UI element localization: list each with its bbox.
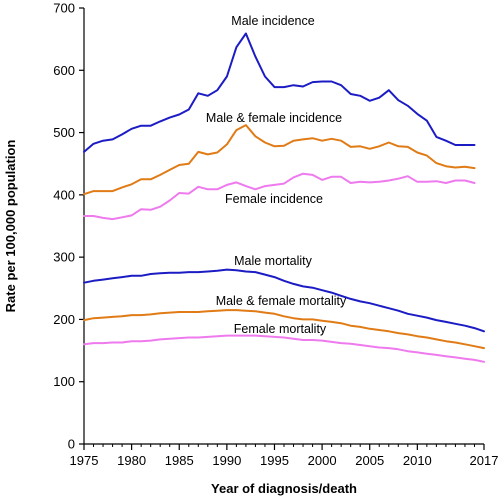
series-labels: Male incidence Male & female incidence Fem…: [206, 14, 347, 336]
x-tick-label: 1990: [212, 453, 241, 468]
x-tick-label: 1980: [117, 453, 146, 468]
series-line-male-and-female-incidence: [83, 124, 476, 196]
series-lines: [83, 32, 485, 363]
series-label-male-mortality: Male mortality: [234, 254, 313, 268]
series-label-male-incidence: Male incidence: [231, 14, 314, 28]
series-label-male-and-female-mortality: Male & female mortality: [216, 294, 347, 308]
series-line-male-and-female-mortality: [83, 309, 485, 350]
series-line-male-mortality: [83, 268, 485, 333]
y-axis-title: Rate per 100,000 population: [3, 140, 18, 313]
y-tick-label: 600: [53, 63, 75, 78]
series-line-male-incidence: [83, 32, 476, 153]
axes: 0 100 200 300 400 500 600 700 1975 1980 1985 1990 19…: [53, 1, 498, 469]
series-label-male-and-female-incidence: Male & female incidence: [206, 111, 342, 125]
x-tick-label: 2005: [355, 453, 384, 468]
series-label-female-mortality: Female mortality: [234, 322, 327, 336]
y-tick-label: 700: [53, 1, 75, 16]
x-tick-label: 1975: [70, 453, 99, 468]
x-tick-label: 2017: [470, 453, 499, 468]
y-tick-label: 0: [68, 437, 75, 452]
y-tick-label: 400: [53, 187, 75, 202]
x-axis-title: Year of diagnosis/death: [211, 481, 357, 496]
x-tick-label: 1995: [260, 453, 289, 468]
x-tick-label: 2000: [308, 453, 337, 468]
y-tick-label: 300: [53, 250, 75, 265]
y-tick-label: 500: [53, 125, 75, 140]
series-line-female-incidence: [83, 172, 476, 221]
series-label-female-incidence: Female incidence: [225, 192, 323, 206]
x-tick-label: 2010: [403, 453, 432, 468]
y-tick-label: 200: [53, 312, 75, 327]
x-tick-label: 1985: [165, 453, 194, 468]
series-line-female-mortality: [83, 334, 485, 363]
y-tick-label: 100: [53, 374, 75, 389]
